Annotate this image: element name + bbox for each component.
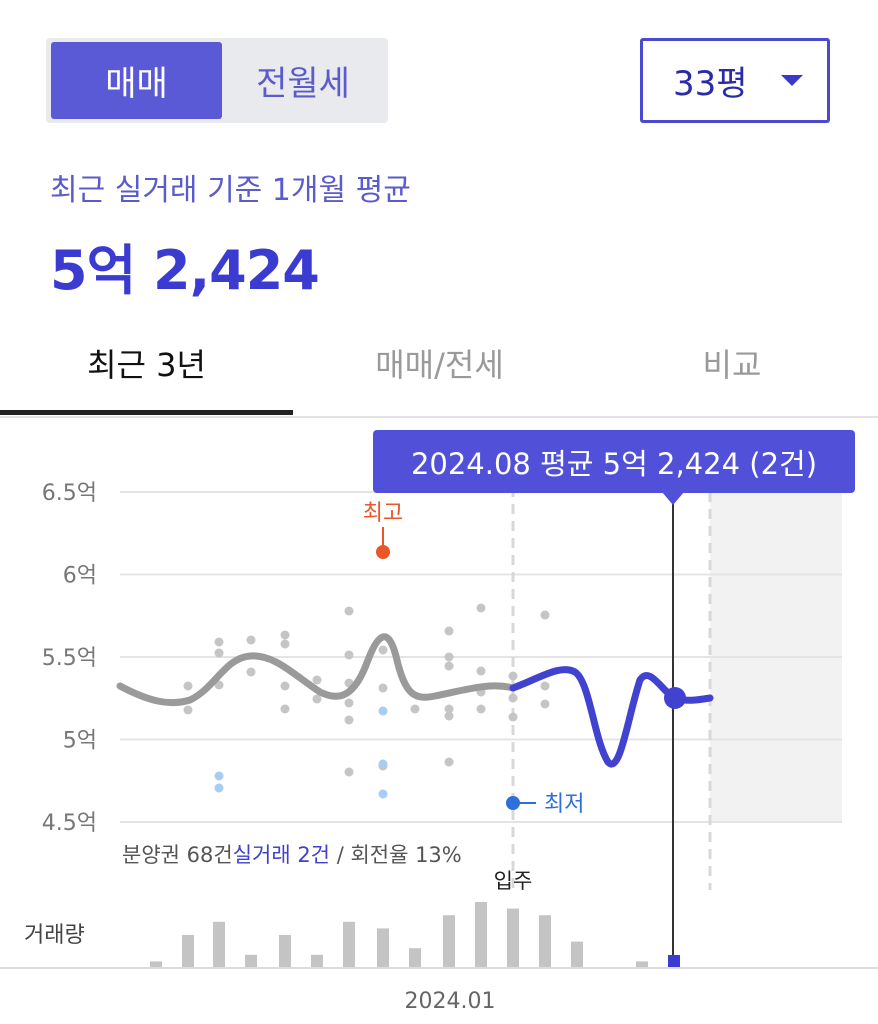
volume-bar xyxy=(150,961,162,968)
period-tabs: 최근 3년 매매/전세 비교 xyxy=(0,310,878,418)
y-axis-ticks: 6.5억 6억 5.5억 5억 4.5억 xyxy=(42,481,97,836)
trade-info: 분양권 68건실거래 2건 / 회전율 13% xyxy=(122,843,462,867)
trade-type-sale-button[interactable]: 매매 xyxy=(51,42,222,119)
tab-compare[interactable]: 비교 xyxy=(702,346,762,384)
x-tick-label: 2024.01 xyxy=(405,989,496,1014)
y-tick-label: 6억 xyxy=(63,564,97,589)
volume-bar xyxy=(539,915,551,968)
price-chart[interactable]: 6.5억 6억 5.5억 5억 4.5억 최고 최저 분양권 68건실거래 2건 / 회… xyxy=(0,420,878,1024)
tab-recent-3-years[interactable]: 최근 3년 xyxy=(87,346,206,384)
volume-bar xyxy=(507,908,519,968)
y-tick-label: 5억 xyxy=(63,729,97,754)
high-label: 최고 xyxy=(363,501,403,526)
volume-bar xyxy=(443,915,455,968)
volume-bar xyxy=(245,954,257,968)
volume-bar xyxy=(343,921,355,968)
price-tooltip: 2024.08 평균 5억 2,424 (2건) xyxy=(373,430,855,493)
trade-dots xyxy=(183,603,550,777)
volume-bars xyxy=(150,902,680,968)
y-tick-label: 6.5억 xyxy=(42,481,97,506)
low-label: 최저 xyxy=(544,792,584,817)
high-marker-dot xyxy=(376,545,390,559)
volume-bar xyxy=(475,902,487,968)
low-trade-dots xyxy=(214,706,388,799)
price-subtitle: 최근 실거래 기준 1개월 평균 xyxy=(50,173,411,208)
volume-bar xyxy=(213,921,225,968)
volume-bar-selected xyxy=(668,955,680,968)
volume-bar xyxy=(311,954,323,968)
y-tick-label: 5.5억 xyxy=(42,646,97,671)
volume-bar xyxy=(571,941,583,968)
average-line-past xyxy=(116,633,517,707)
tab-sale-rent[interactable]: 매매/전세 xyxy=(375,346,504,384)
trade-type-rent-button[interactable]: 전월세 xyxy=(256,64,350,104)
volume-label: 거래량 xyxy=(24,923,85,948)
area-dropdown-value: 33평 xyxy=(673,64,748,104)
move-in-label: 입주 xyxy=(494,869,533,893)
selection-point[interactable] xyxy=(664,687,686,709)
volume-bar xyxy=(182,935,194,968)
volume-bar xyxy=(279,935,291,968)
active-tab-indicator xyxy=(0,410,293,415)
caret-down-icon xyxy=(781,75,803,86)
tooltip-pointer xyxy=(662,492,684,505)
volume-bar xyxy=(409,948,421,968)
y-tick-label: 4.5억 xyxy=(42,811,97,836)
volume-bar xyxy=(377,928,389,968)
area-dropdown[interactable]: 33평 xyxy=(640,38,830,123)
volume-bar xyxy=(636,961,648,968)
average-price: 5억 2,424 xyxy=(50,239,320,302)
trade-type-toggle: 매매 전월세 xyxy=(46,38,388,123)
